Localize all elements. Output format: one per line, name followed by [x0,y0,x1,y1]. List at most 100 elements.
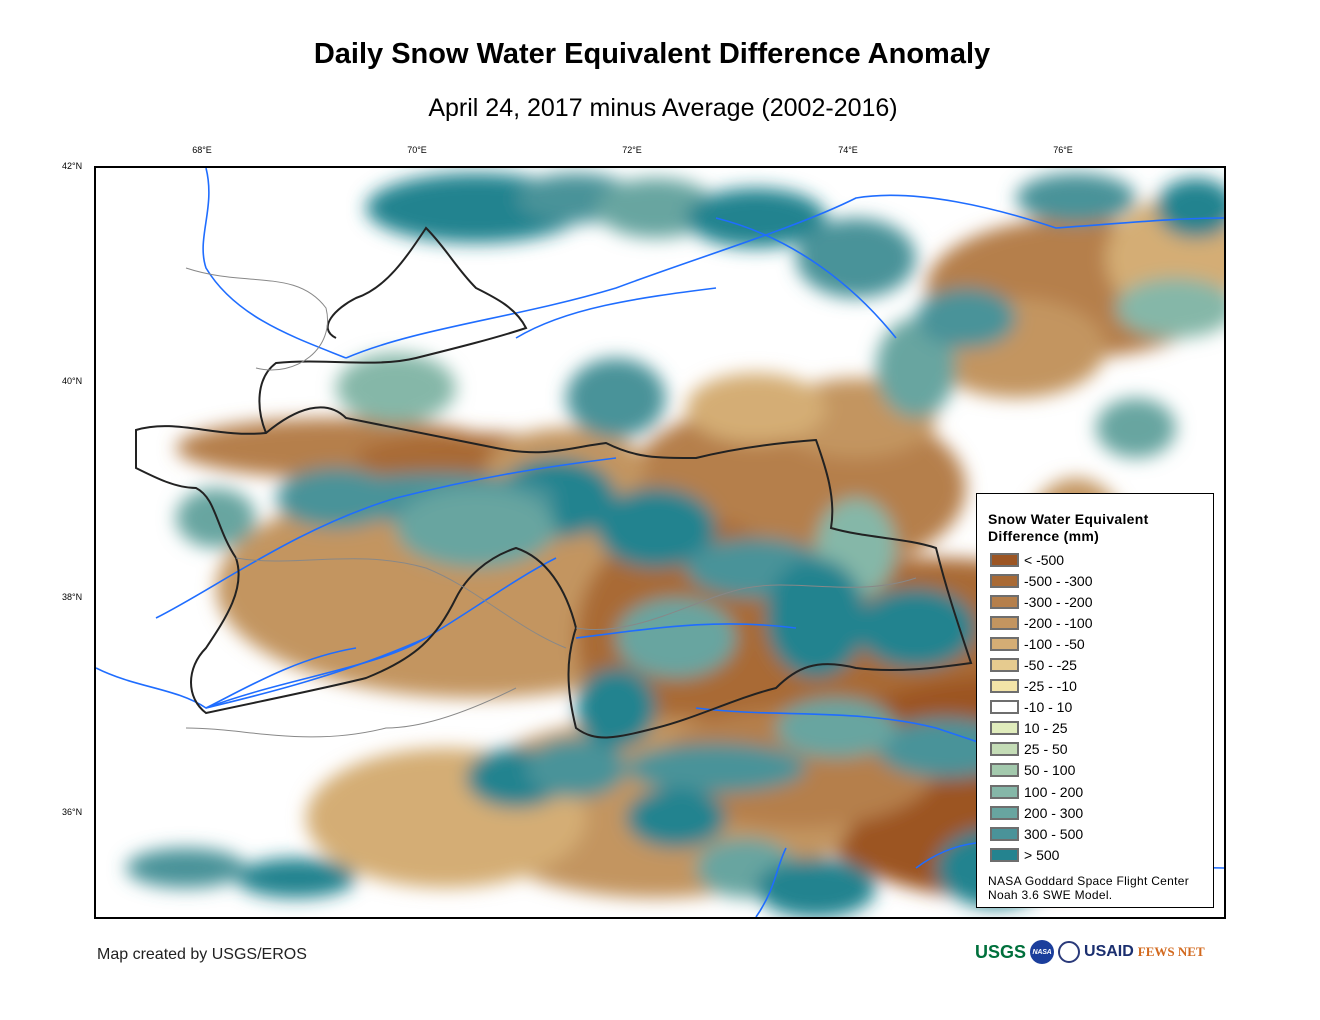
swe-region [796,218,916,298]
fews-net-logo: FEWS NET [1137,944,1205,959]
river [345,194,1224,359]
legend-swatch [990,636,1019,651]
river [575,623,797,639]
river [202,168,347,359]
legend-swatch [990,742,1019,757]
seal-logo [1058,941,1081,963]
legend-item: < -500 [988,549,1213,570]
legend-swatch [990,679,1019,694]
lat-tick-label: 38°N [62,592,83,602]
legend-label: -50 - -25 [1024,657,1077,674]
swe-region [1116,278,1224,338]
legend-item: -25 - -10 [988,676,1213,697]
lat-tick-label: 42°N [62,161,83,171]
river [715,217,897,339]
lat-tick-label: 36°N [62,807,83,817]
province-border [575,577,917,630]
legend-item: 10 - 25 [988,718,1213,739]
legend-item: 200 - 300 [988,802,1213,823]
legend-swatch [990,594,1019,609]
nasa-logo: NASA [1030,940,1055,964]
legend-label: -300 - -200 [1024,593,1093,610]
legend-item: > 500 [988,844,1213,865]
legend-item: -200 - -100 [988,612,1213,633]
legend-label: > 500 [1024,846,1060,863]
country-border [258,226,528,434]
lon-tick-label: 68°E [192,145,212,155]
swe-region [1096,398,1176,458]
legend-item: 50 - 100 [988,760,1213,781]
legend-swatch [990,700,1019,715]
legend-swatch [990,784,1019,799]
legend-item: -50 - -25 [988,654,1213,675]
legend-item: -10 - 10 [988,697,1213,718]
swe-region [566,358,666,438]
legend: Snow Water Equivalent Difference (mm) < … [976,493,1214,908]
swe-region [336,353,456,423]
swe-region [276,468,396,528]
swe-region [876,318,956,418]
legend-label: -200 - -100 [1024,614,1093,631]
river [155,457,617,619]
swe-region [1156,178,1224,238]
map-title: Daily Snow Water Equivalent Difference A… [313,38,991,70]
swe-region [756,858,876,917]
legend-label: < -500 [1024,551,1065,568]
legend-swatch [990,552,1019,567]
legend-label: 100 - 200 [1024,783,1084,800]
swe-region [856,588,976,668]
legend-swatch [990,573,1019,588]
legend-label: 50 - 100 [1024,762,1076,779]
legend-source: NASA Goddard Space Flight Center [988,874,1190,889]
usgs-logo: USGS [975,941,1027,962]
legend-title-units: Difference (mm) [988,528,1100,544]
swe-region [126,848,246,888]
legend-swatch [990,805,1019,820]
river [205,647,357,709]
lon-tick-label: 74°E [838,145,858,155]
swe-region [776,698,896,758]
legend-item: 25 - 50 [988,739,1213,760]
swe-region [576,668,656,748]
legend-swatch [990,826,1019,841]
lon-tick-label: 70°E [407,145,427,155]
lat-tick-label: 40°N [62,376,83,386]
legend-swatch [990,721,1019,736]
swe-region [766,558,866,678]
province-border [235,557,567,649]
lon-tick-label: 72°E [622,145,642,155]
river [205,637,427,709]
legend-title: Snow Water Equivalent [988,511,1149,527]
country-border [134,406,973,739]
legend-swatch [990,658,1019,673]
legend-swatch [990,615,1019,630]
river [515,287,717,339]
swe-region [626,788,726,848]
legend-label: -10 - 10 [1024,699,1073,716]
lon-tick-label: 76°E [1053,145,1073,155]
legend-label: 200 - 300 [1024,804,1084,821]
province-border [185,687,517,738]
legend-item: 300 - 500 [988,823,1213,844]
legend-item: -100 - -50 [988,633,1213,654]
swe-region [596,488,716,568]
map-credit: Map created by USGS/EROS [97,946,307,963]
legend-item: 100 - 200 [988,781,1213,802]
map-subtitle: April 24, 2017 minus Average (2002-2016) [428,94,898,122]
usaid-logo: USAID [1084,943,1134,960]
legend-item: -500 - -300 [988,570,1213,591]
legend-label: -500 - -300 [1024,572,1093,589]
swe-region [526,738,626,798]
swe-region [686,373,826,443]
swe-region [626,743,806,793]
legend-source-model: Noah 3.6 SWE Model. [988,888,1113,903]
partner-logos: USGS NASA USAID FEWS NET [975,940,1205,964]
legend-label: -100 - -50 [1024,635,1085,652]
river [755,847,787,917]
swe-region [1016,173,1136,223]
legend-swatch [990,763,1019,778]
river [96,557,557,709]
legend-label: -25 - -10 [1024,678,1077,695]
legend-label: 10 - 25 [1024,720,1068,737]
swe-region [596,178,716,238]
